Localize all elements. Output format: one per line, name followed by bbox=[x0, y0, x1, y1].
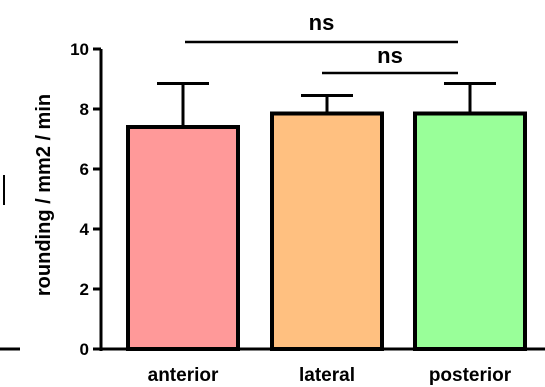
y-axis-label: rounding / mm2 / min bbox=[33, 94, 55, 296]
y-tick-label-8: 8 bbox=[80, 100, 89, 119]
significance-label-2: ns bbox=[377, 43, 403, 68]
x-tick-label-posterior: posterior bbox=[429, 365, 512, 386]
bar-posterior bbox=[413, 111, 527, 351]
x-tick-label-anterior: anterior bbox=[148, 365, 219, 386]
y-tick-label-4: 4 bbox=[80, 220, 90, 239]
y-tick-label-10: 10 bbox=[70, 40, 89, 59]
y-tick-label-0: 0 bbox=[80, 340, 89, 359]
significance-label-1: ns bbox=[309, 10, 335, 35]
x-tick-label-lateral: lateral bbox=[299, 365, 355, 386]
y-tick-label-6: 6 bbox=[80, 160, 89, 179]
bar-anterior bbox=[126, 125, 240, 351]
y-tick-label-2: 2 bbox=[80, 280, 89, 299]
bar-lateral bbox=[270, 111, 384, 351]
